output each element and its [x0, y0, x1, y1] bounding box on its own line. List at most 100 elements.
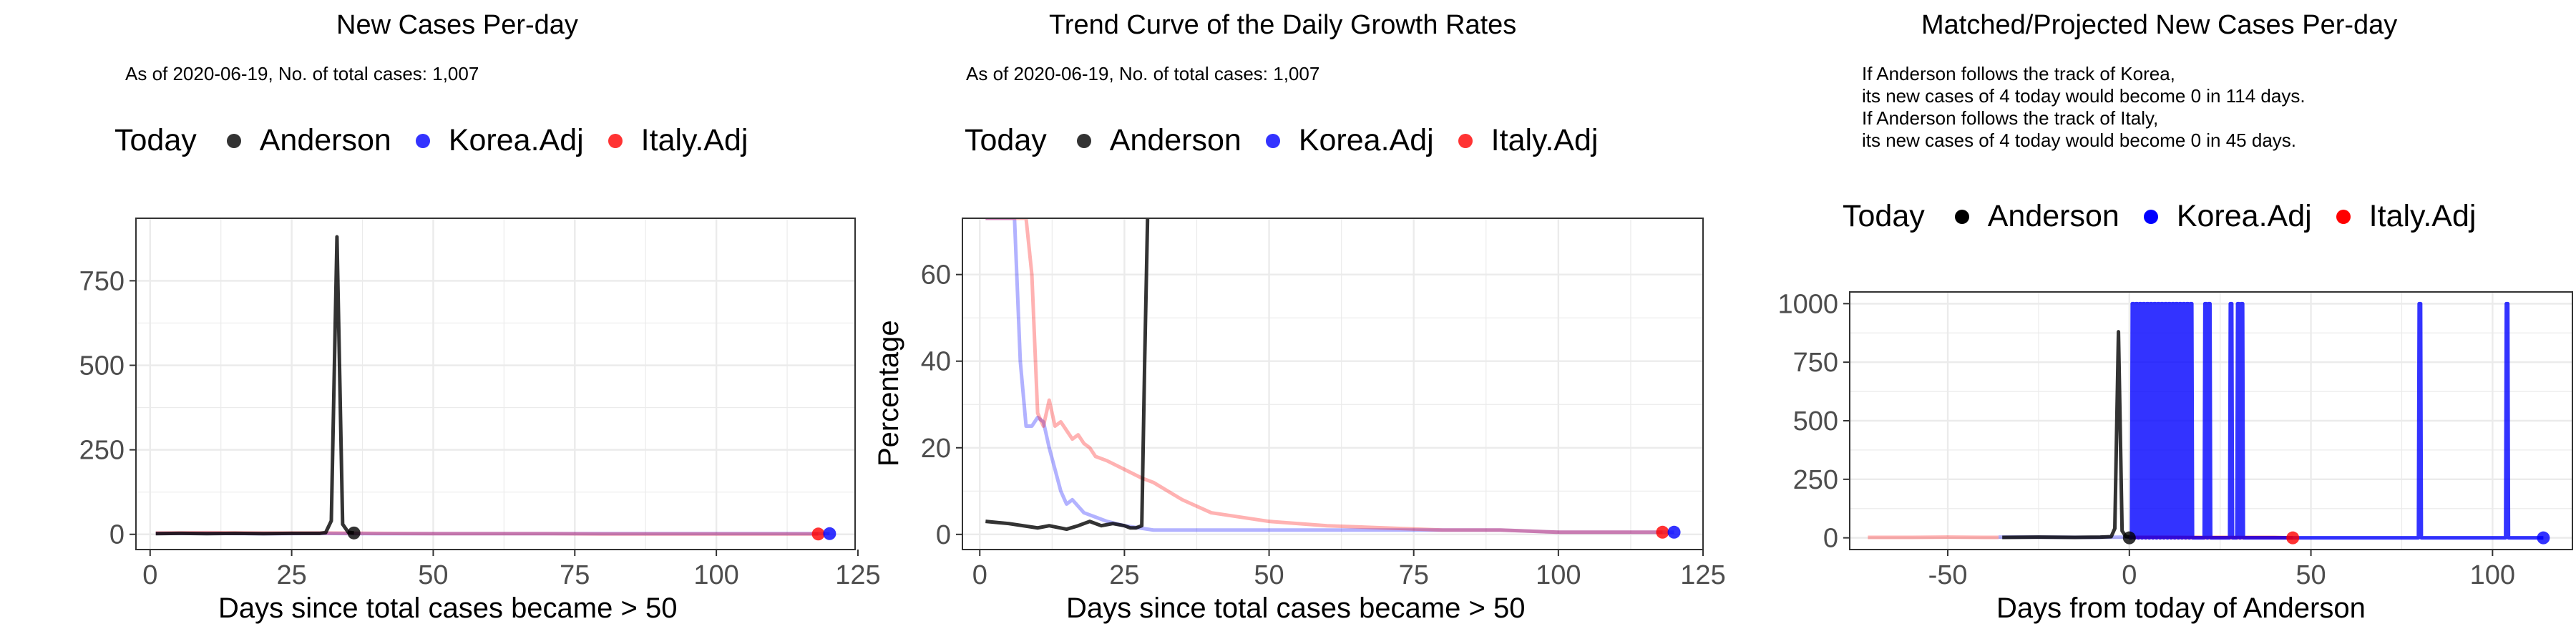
chart-title: Trend Curve of the Daily Growth Rates [1049, 10, 1517, 40]
legend-label: Anderson [259, 123, 391, 157]
x-tick-label: 100 [2470, 560, 2515, 590]
chart-legend: Today Anderson Korea.Adj Italy.Adj [1843, 199, 2476, 234]
series-line-korea-adj [2129, 301, 2544, 540]
plot-panel-border [962, 218, 1704, 550]
x-tick-label: 100 [693, 560, 738, 590]
chart-subtitle-line: As of 2020-06-19, No. of total cases: 1,… [966, 63, 1320, 84]
y-tick-label: 0 [1823, 524, 1838, 554]
series-line-anderson [2002, 330, 2130, 540]
chart-title: Matched/Projected New Cases Per-day [1921, 10, 2398, 40]
chart-subtitle-line-4: its new cases of 4 today would become 0 … [1862, 130, 2297, 151]
y-tick-label: 20 [921, 434, 951, 464]
series-line-italy-adj [985, 218, 1663, 535]
chart-legend: Today Anderson Korea.Adj Italy.Adj [965, 123, 1622, 158]
legend-item-anderson: Anderson [226, 123, 391, 158]
chart-subtitle-line-1: If Anderson follows the track of Korea, [1862, 63, 2175, 84]
today-point-italy-adj [2286, 531, 2300, 545]
legend-item-italy: Italy.Adj [2336, 199, 2477, 234]
legend-dot-korea [415, 133, 430, 148]
x-tick-label: 100 [1536, 560, 1581, 590]
grid-lines [136, 218, 855, 550]
legend-label: Korea.Adj [2176, 199, 2312, 233]
legend-title: Today [1843, 199, 1925, 233]
x-tick-label: 50 [2296, 560, 2326, 590]
chart-legend: Today Anderson Korea.Adj Italy.Adj [114, 123, 772, 158]
legend-label: Italy.Adj [2368, 199, 2477, 233]
x-tick-label: 0 [142, 560, 157, 590]
legend-dot-anderson [1954, 209, 1969, 224]
legend-label: Korea.Adj [1298, 123, 1434, 157]
legend-title: Today [114, 123, 197, 157]
chart-subtitle-line-3: If Anderson follows the track of Italy, [1862, 107, 2159, 129]
legend-dot-korea [1265, 133, 1280, 148]
y-tick-label: 250 [1793, 465, 1838, 495]
y-tick-label: 500 [1793, 406, 1838, 436]
x-tick-label: 125 [835, 560, 880, 590]
legend-dot-anderson [226, 133, 241, 148]
today-point-korea-adj [1667, 525, 1681, 539]
y-tick-label: 0 [936, 520, 951, 550]
series-group [985, 218, 1674, 535]
x-tick-label: 75 [1399, 560, 1429, 590]
legend-item-anderson: Anderson [1076, 123, 1241, 158]
legend-item-korea: Korea.Adj [415, 123, 584, 158]
y-tick-label: 250 [79, 436, 125, 466]
y-tick-label: 40 [921, 347, 951, 377]
y-tick-label: 750 [1793, 348, 1838, 378]
legend-dot-anderson [1076, 133, 1091, 148]
x-axis-label: Days since total cases became > 50 [218, 592, 678, 624]
x-tick-label: 125 [1680, 560, 1725, 590]
chart-subtitle-line-2: its new cases of 4 today would become 0 … [1862, 85, 2306, 107]
legend-label: Italy.Adj [640, 123, 748, 157]
x-tick-label: -50 [1928, 560, 1968, 590]
legend-label: Anderson [1109, 123, 1241, 157]
y-tick-label: 1000 [1777, 289, 1838, 319]
series-group [1868, 301, 2544, 540]
series-line-korea-adj [985, 218, 1674, 535]
x-tick-label: 0 [2122, 560, 2137, 590]
y-tick-label: 0 [109, 520, 125, 550]
today-point-anderson [347, 526, 361, 540]
legend-label: Italy.Adj [1491, 123, 1599, 157]
series-line-anderson [985, 218, 1150, 532]
chart-subtitle-line: As of 2020-06-19, No. of total cases: 1,… [125, 63, 479, 84]
legend-title: Today [965, 123, 1047, 157]
today-point-anderson [2122, 531, 2136, 545]
x-tick-label: 25 [1109, 560, 1139, 590]
legend-label: Korea.Adj [448, 123, 584, 157]
today-point-italy-adj [1656, 525, 1669, 539]
y-tick-label: 60 [921, 260, 951, 291]
chart-projected-new-cases: Matched/Projected New Cases Per-day If A… [1717, 0, 2576, 644]
today-point-korea-adj [2537, 531, 2550, 545]
chart-title: New Cases Per-day [336, 10, 578, 40]
legend-dot-italy [2336, 209, 2351, 224]
x-tick-label: 50 [418, 560, 448, 590]
x-axis-label: Days since total cases became > 50 [1066, 592, 1526, 624]
legend-item-italy: Italy.Adj [1458, 123, 1599, 158]
legend-item-anderson: Anderson [1954, 199, 2119, 234]
legend-dot-italy [1458, 133, 1473, 148]
grid-lines [962, 218, 1704, 550]
today-point-italy-adj [811, 527, 825, 541]
x-tick-label: 0 [972, 560, 987, 590]
chart-plot-area: 0 25 50 75 100 125 0 250 500 750 [79, 218, 881, 590]
series-line-anderson [155, 235, 354, 536]
legend-item-korea: Korea.Adj [2143, 199, 2312, 234]
chart-new-cases-per-day: New Cases Per-day As of 2020-06-19, No. … [0, 0, 881, 644]
x-tick-label: 50 [1254, 560, 1284, 590]
x-tick-label: 75 [560, 560, 590, 590]
legend-dot-korea [2143, 209, 2158, 224]
y-tick-label: 500 [79, 351, 125, 381]
x-axis-label: Days from today of Anderson [1996, 592, 2366, 624]
x-tick-label: 25 [276, 560, 306, 590]
legend-item-korea: Korea.Adj [1265, 123, 1434, 158]
plot-panel-border [135, 218, 856, 550]
legend-dot-italy [608, 133, 623, 148]
legend-item-italy: Italy.Adj [608, 123, 748, 158]
chart-plot-area: 0 25 50 75 100 125 0 20 40 60 [921, 218, 1726, 590]
series-group [155, 235, 830, 536]
legend-label: Anderson [1987, 199, 2119, 233]
today-point-korea-adj [823, 527, 836, 540]
y-tick-label: 750 [79, 266, 125, 296]
